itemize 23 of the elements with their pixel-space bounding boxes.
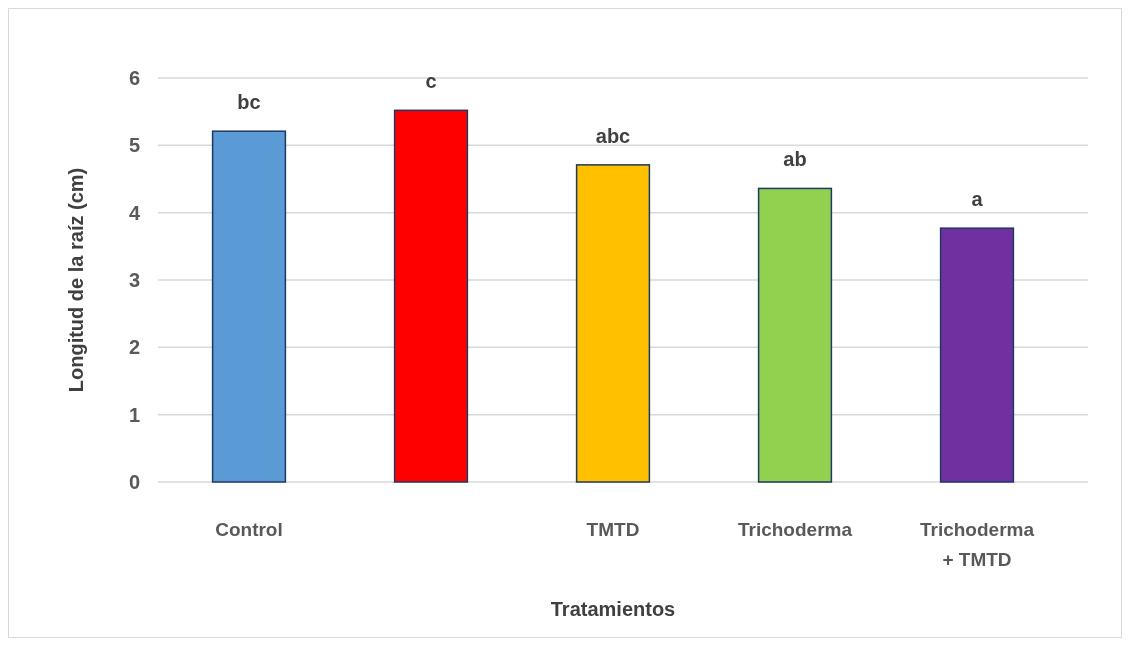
x-axis-title: Tratamientos [550, 598, 676, 620]
annotation: abc [595, 124, 631, 147]
bar [757, 187, 833, 483]
y-tick-label: 3 [128, 269, 140, 291]
x-tick-label: Trichoderma [737, 519, 853, 540]
bar [939, 227, 1015, 483]
y-tick-label: 5 [128, 134, 140, 157]
annotation: c [425, 70, 437, 93]
annotation: ab [783, 148, 807, 171]
y-tick-label: 4 [128, 201, 141, 224]
x-tick-label: Control [215, 519, 283, 540]
bar [393, 109, 469, 483]
y-tick-label: 2 [128, 336, 140, 359]
x-tick-label: Trichoderma + TMTD [919, 519, 1035, 570]
y-axis-title: Longitud de la raíz (cm) [65, 167, 87, 393]
x-tick-label: TMTD [586, 519, 640, 540]
y-tick-label: 0 [128, 471, 140, 493]
bar [575, 164, 651, 483]
y-tick-label: 6 [128, 67, 140, 89]
bar [211, 130, 287, 483]
y-tick-label: 1 [128, 403, 140, 426]
annotation: bc [237, 91, 261, 114]
annotation: a [971, 188, 984, 211]
